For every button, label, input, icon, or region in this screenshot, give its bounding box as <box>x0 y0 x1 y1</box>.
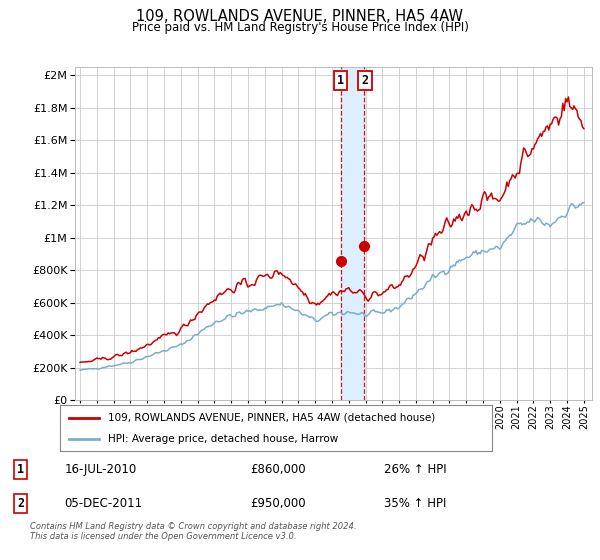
Text: 26% ↑ HPI: 26% ↑ HPI <box>385 463 447 476</box>
Text: 109, ROWLANDS AVENUE, PINNER, HA5 4AW (detached house): 109, ROWLANDS AVENUE, PINNER, HA5 4AW (d… <box>107 413 435 423</box>
Text: 2: 2 <box>361 74 368 87</box>
Text: HPI: Average price, detached house, Harrow: HPI: Average price, detached house, Harr… <box>107 435 338 444</box>
Text: Price paid vs. HM Land Registry's House Price Index (HPI): Price paid vs. HM Land Registry's House … <box>131 21 469 34</box>
Text: 2: 2 <box>17 497 24 510</box>
Text: £860,000: £860,000 <box>250 463 306 476</box>
Text: 109, ROWLANDS AVENUE, PINNER, HA5 4AW: 109, ROWLANDS AVENUE, PINNER, HA5 4AW <box>137 9 464 24</box>
Text: £950,000: £950,000 <box>250 497 306 510</box>
Text: 16-JUL-2010: 16-JUL-2010 <box>64 463 136 476</box>
Text: Contains HM Land Registry data © Crown copyright and database right 2024.
This d: Contains HM Land Registry data © Crown c… <box>30 522 356 542</box>
Text: 1: 1 <box>17 463 24 476</box>
Text: 05-DEC-2011: 05-DEC-2011 <box>64 497 142 510</box>
Text: 35% ↑ HPI: 35% ↑ HPI <box>385 497 446 510</box>
Text: 1: 1 <box>337 74 344 87</box>
Bar <box>341 67 364 400</box>
